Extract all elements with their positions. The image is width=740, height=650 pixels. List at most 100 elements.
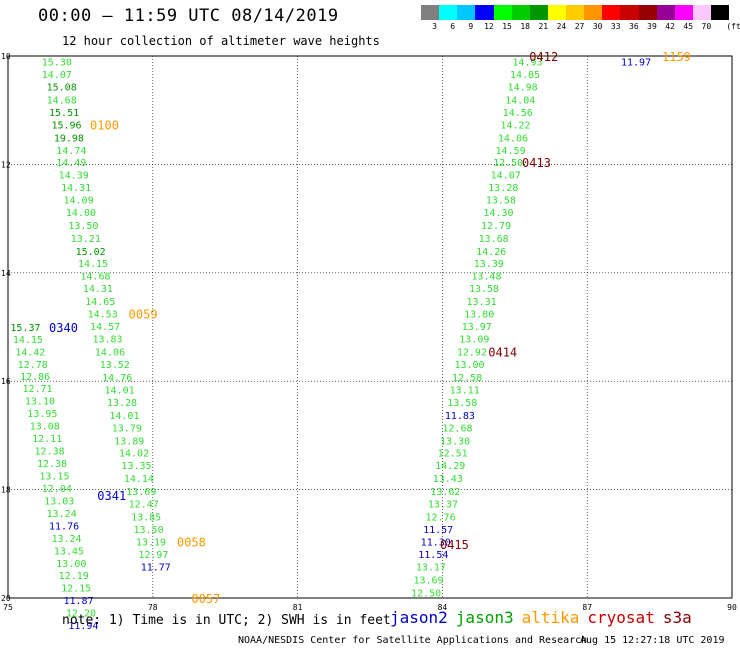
wave-height-value: 14.31 <box>83 284 113 295</box>
legend-label: 42 <box>665 22 675 31</box>
wave-height-value: 12.04 <box>42 484 72 495</box>
legend-swatch <box>711 5 730 20</box>
wave-height-value: 11.87 <box>64 596 94 607</box>
wave-height-value: 13.21 <box>71 234 101 245</box>
pass-time-label: 0414 <box>488 345 517 359</box>
satellite-name: jason2 <box>390 608 448 627</box>
legend-swatch <box>457 5 476 20</box>
wave-height-value: 15.96 <box>51 120 81 131</box>
wave-height-value: 13.10 <box>25 397 55 408</box>
legend-label: 9 <box>468 22 474 31</box>
wave-height-value: 13.15 <box>39 472 69 483</box>
wave-height-value: 13.97 <box>462 322 492 333</box>
wave-height-value: 12.79 <box>481 221 511 232</box>
legend-label: 39 <box>647 22 657 31</box>
wave-height-value: 11.54 <box>418 550 448 561</box>
pass-time-label: 0059 <box>129 307 158 321</box>
wave-height-value: 12.58 <box>452 373 482 384</box>
wave-height-value: 15.02 <box>76 247 106 258</box>
wave-height-value: 12.97 <box>138 550 168 561</box>
wave-height-value: 14.07 <box>42 70 72 81</box>
legend-unit: (ft) <box>726 22 740 31</box>
wave-height-value: 12.20 <box>66 609 96 620</box>
satellite-key: jason2 jason3 altika cryosat s3a <box>390 608 700 627</box>
legend-label: 21 <box>538 22 549 31</box>
wave-height-value: 14.42 <box>15 347 45 358</box>
wave-height-value: 13.83 <box>92 334 122 345</box>
wave-height-value: 12.68 <box>442 423 472 434</box>
legend-swatch <box>529 5 548 20</box>
wave-height-value: 14.02 <box>119 449 149 460</box>
wave-height-value: 12.71 <box>22 384 52 395</box>
wave-height-value: 12.50 <box>493 158 523 169</box>
pass-time-label: 0415 <box>440 538 469 552</box>
wave-height-value: 14.65 <box>85 297 115 308</box>
wave-height-value: 13.48 <box>471 272 501 283</box>
wave-height-value: 14.85 <box>510 70 540 81</box>
lat-tick-label: 10 <box>1 52 11 61</box>
wave-height-value: 14.39 <box>59 171 89 182</box>
wave-height-value: 14.56 <box>503 108 533 119</box>
legend-swatch <box>638 5 657 20</box>
legend-swatch <box>547 5 566 20</box>
legend-label: 24 <box>556 22 567 31</box>
satellite-name: cryosat <box>587 608 655 627</box>
wave-height-value: 13.31 <box>467 297 497 308</box>
wave-height-value: 13.28 <box>107 398 137 409</box>
satellite-name: altika <box>521 608 580 627</box>
legend-label: 18 <box>520 22 530 31</box>
pass-time-label: 0058 <box>177 536 206 550</box>
pass-time-label: 0057 <box>191 592 220 606</box>
wave-height-value: 11.57 <box>423 525 453 536</box>
wave-height-value: 13.00 <box>56 559 86 570</box>
wave-height-value: 12.76 <box>426 513 456 524</box>
wave-height-value: 13.24 <box>51 534 81 545</box>
map-title: 00:00 — 11:59 UTC 08/14/2019 <box>38 6 339 26</box>
wave-height-value: 14.53 <box>88 309 118 320</box>
legend-label: 12 <box>484 22 494 31</box>
wave-height-value: 14.31 <box>61 183 91 194</box>
wave-height-value: 11.76 <box>49 521 79 532</box>
wave-height-value: 14.68 <box>47 95 77 106</box>
wave-height-value: 13.30 <box>440 436 470 447</box>
wave-height-value: 13.19 <box>136 538 166 549</box>
wave-height-value: 13.50 <box>133 525 163 536</box>
wave-height-value: 12.51 <box>438 449 468 460</box>
wave-height-value: 11.83 <box>445 411 475 422</box>
wave-height-value: 12.19 <box>59 571 89 582</box>
legend-swatch <box>602 5 621 20</box>
pass-time-label: 1159 <box>662 50 691 64</box>
wave-height-value: 13.03 <box>44 496 74 507</box>
wave-height-value: 14.26 <box>476 247 506 258</box>
lat-tick-label: 16 <box>1 377 11 386</box>
pass-time-label: 0413 <box>522 156 551 170</box>
legend-swatch <box>656 5 675 20</box>
wave-height-value: 13.62 <box>430 487 460 498</box>
legend-swatch <box>421 5 440 20</box>
wave-height-value: 13.95 <box>27 409 57 420</box>
wave-height-value: 13.28 <box>488 183 518 194</box>
wave-height-value: 12.47 <box>129 500 159 511</box>
wave-height-value: 13.68 <box>479 234 509 245</box>
wave-height-value: 14.22 <box>500 120 530 131</box>
lon-tick-label: 84 <box>438 603 448 612</box>
wave-height-value: 14.14 <box>124 474 154 485</box>
map-subtitle: 12 hour collection of altimeter wave hei… <box>62 34 380 48</box>
wave-height-value: 13.08 <box>30 422 60 433</box>
wave-height-value: 13.79 <box>112 423 142 434</box>
legend-label: 15 <box>502 22 512 31</box>
lon-tick-label: 87 <box>582 603 592 612</box>
lon-tick-label: 90 <box>727 603 737 612</box>
wave-height-value: 13.39 <box>474 259 504 270</box>
wave-height-value: 13.43 <box>433 474 463 485</box>
wave-height-value: 13.37 <box>428 500 458 511</box>
lat-tick-label: 14 <box>1 269 11 278</box>
wave-height-value: 12.38 <box>37 459 67 470</box>
wave-height-value: 11.30 <box>421 538 451 549</box>
legend-swatch <box>584 5 603 20</box>
legend-label: 70 <box>701 22 712 31</box>
legend-swatch <box>511 5 530 20</box>
wave-height-value: 14.04 <box>505 95 535 106</box>
wave-height-value: 11.94 <box>68 621 98 632</box>
legend-label: 27 <box>574 22 585 31</box>
